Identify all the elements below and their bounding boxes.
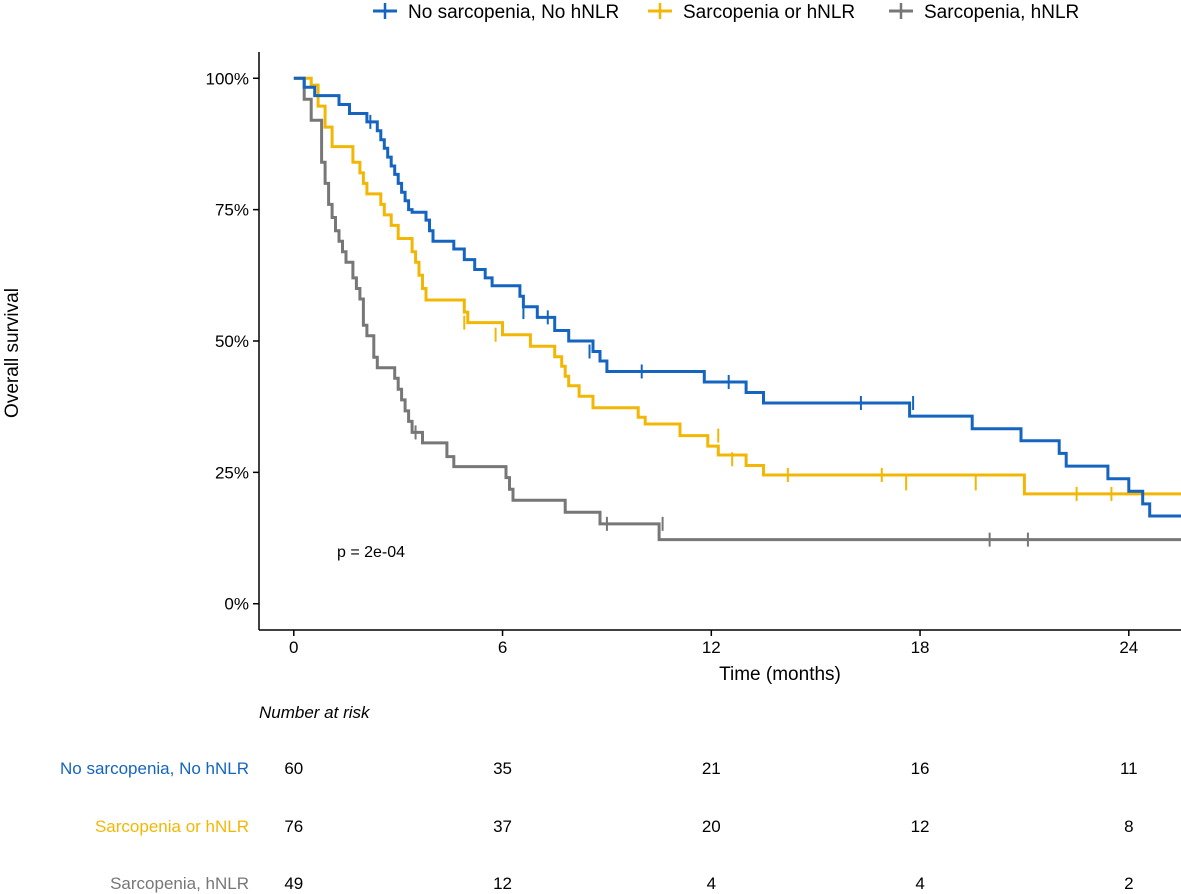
x-tick-label: 18 (911, 638, 930, 657)
plot-area (293, 76, 1181, 547)
x-tick-label: 24 (1119, 638, 1138, 657)
legend-item-2: Sarcopenia or hNLR (648, 2, 855, 23)
risk-count: 2 (1124, 874, 1133, 893)
legend-label: Sarcopenia or hNLR (683, 2, 855, 23)
y-axis-title: Overall survival (2, 288, 23, 418)
risk-table: Number at risk No sarcopenia, No hNLR 60 35… (60, 703, 1138, 893)
risk-count: 21 (702, 759, 721, 778)
x-tick-label: 6 (498, 638, 507, 657)
risk-count: 76 (284, 817, 303, 836)
survival-curve (293, 76, 1181, 518)
y-tick-label: 0% (224, 595, 249, 614)
y-tick-label: 25% (215, 463, 249, 482)
risk-row-label: Sarcopenia or hNLR (95, 817, 249, 836)
risk-row-2: Sarcopenia or hNLR 76 37 20 12 8 (95, 817, 1134, 836)
survival-curve (293, 76, 1181, 496)
risk-count: 8 (1124, 817, 1133, 836)
p-value-annotation: p = 2e-04 (337, 544, 405, 561)
series-2 (293, 76, 1181, 501)
axes: 0% 25% 50% 75% 100% 0 6 12 18 24 Time (months) Over… (2, 52, 1181, 685)
risk-row-1: No sarcopenia, No hNLR 60 35 21 16 11 (60, 759, 1138, 778)
risk-count: 49 (284, 874, 303, 893)
risk-count: 20 (702, 817, 721, 836)
series-1 (293, 76, 1181, 518)
risk-count: 16 (911, 759, 930, 778)
risk-count: 11 (1120, 759, 1138, 778)
y-tick-label: 75% (215, 201, 249, 220)
legend-item-1: No sarcopenia, No hNLR (373, 2, 619, 23)
risk-count: 60 (284, 759, 303, 778)
risk-row-label: Sarcopenia, hNLR (110, 874, 249, 893)
legend-label: No sarcopenia, No hNLR (408, 2, 619, 23)
risk-row-3: Sarcopenia, hNLR 49 12 4 4 2 (110, 874, 1133, 893)
y-tick-label: 50% (215, 332, 249, 351)
x-tick-label: 12 (702, 638, 721, 657)
survival-curve (293, 76, 1181, 542)
y-tick-label: 100% (206, 69, 249, 88)
legend-label: Sarcopenia, hNLR (924, 2, 1079, 23)
series-3 (293, 76, 1181, 547)
x-tick-label: 0 (289, 638, 298, 657)
risk-row-label: No sarcopenia, No hNLR (60, 759, 249, 778)
risk-count: 4 (707, 874, 716, 893)
x-axis-title: Time (months) (719, 664, 841, 685)
risk-count: 12 (911, 817, 930, 836)
risk-table-title: Number at risk (259, 703, 371, 722)
risk-count: 35 (493, 759, 512, 778)
risk-count: 4 (915, 874, 924, 893)
risk-count: 12 (493, 874, 512, 893)
legend-item-3: Sarcopenia, hNLR (889, 2, 1079, 23)
risk-count: 37 (493, 817, 512, 836)
legend: No sarcopenia, No hNLR Sarcopenia or hNLR… (373, 2, 1079, 23)
